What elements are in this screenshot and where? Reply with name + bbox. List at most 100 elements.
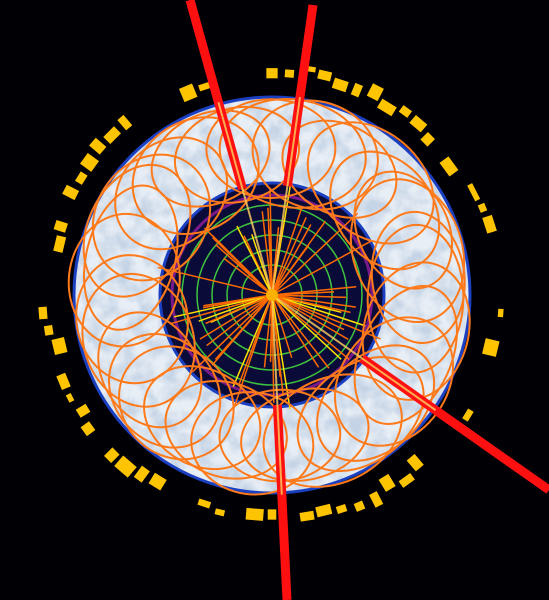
track (271, 294, 351, 314)
track (203, 294, 273, 307)
tracker-layer (226, 249, 318, 341)
track (271, 217, 307, 296)
calo-hit (65, 393, 75, 403)
track (271, 294, 349, 340)
track (271, 294, 330, 369)
loop (370, 210, 466, 344)
jet-core (271, 294, 437, 411)
loop (114, 136, 229, 251)
calo-hit (378, 473, 396, 492)
calo-hit (114, 455, 137, 478)
track (271, 224, 312, 296)
track (174, 294, 273, 318)
calo-hit (79, 152, 100, 172)
track (205, 294, 273, 325)
loop (281, 119, 398, 219)
calorimeter-hits (38, 64, 504, 522)
calo-hit (315, 503, 333, 518)
calo-hit (266, 68, 278, 79)
calo-hit (56, 372, 71, 390)
calo-hit (462, 408, 474, 422)
loop (82, 163, 192, 298)
calo-hit (317, 69, 333, 82)
calo-hit (80, 421, 96, 437)
track (271, 294, 345, 331)
loop (329, 150, 441, 271)
calo-hit (197, 498, 212, 509)
calo-hit (467, 183, 481, 202)
jets (185, 0, 549, 600)
track (223, 257, 273, 296)
loop (353, 170, 454, 290)
calo-hit (51, 337, 68, 355)
jet-core (271, 294, 283, 495)
calo-hit (38, 306, 48, 320)
track (271, 294, 366, 327)
loop (97, 311, 203, 429)
loop (251, 99, 379, 211)
vertex (266, 289, 278, 301)
calo-hit (133, 465, 150, 483)
track (271, 294, 350, 360)
track (269, 188, 273, 296)
jet-core (271, 96, 301, 296)
calo-hit (439, 156, 459, 177)
calo-hit (406, 453, 424, 472)
track (271, 294, 293, 358)
calo-hit (398, 105, 413, 118)
calo-hit (178, 83, 198, 103)
loop (361, 261, 471, 401)
loop (81, 272, 196, 408)
loop (262, 373, 403, 488)
calo-hit (245, 507, 264, 521)
calo-hit (331, 77, 349, 93)
track (263, 294, 273, 368)
loop (107, 333, 222, 449)
track (271, 220, 327, 296)
calo-hit (482, 214, 497, 234)
calo-hit (53, 219, 68, 233)
calo-hit (366, 83, 384, 102)
calo-hit (75, 403, 91, 418)
track (198, 294, 273, 322)
track (271, 294, 320, 368)
calo-hit (369, 491, 384, 508)
jet-core (217, 102, 273, 296)
calo-hit (482, 338, 500, 357)
loop (82, 184, 179, 331)
loop (150, 109, 271, 208)
calo-hit (117, 114, 133, 131)
inner-tracks (157, 184, 381, 410)
calo-hit (75, 171, 88, 185)
calo-hit (103, 126, 122, 145)
calo-hit (335, 503, 348, 515)
calo-hit (267, 509, 277, 520)
calo-hit (353, 500, 366, 512)
track (236, 225, 273, 296)
loop (164, 379, 288, 480)
track (157, 266, 273, 296)
calo-hit (148, 472, 167, 491)
loop (131, 116, 260, 235)
calo-hit (89, 137, 107, 155)
track (206, 294, 273, 347)
track (238, 294, 273, 384)
calo-hit (53, 235, 67, 253)
loop (91, 153, 212, 282)
calo-hit (104, 447, 120, 463)
calo-hit (409, 114, 428, 133)
loop (349, 178, 466, 324)
calo-hit (214, 508, 226, 517)
loop (75, 254, 189, 385)
calo-hit (398, 472, 415, 488)
track (214, 294, 273, 360)
calo-hit (43, 324, 54, 336)
calo-hit (198, 82, 211, 92)
track (271, 294, 347, 299)
track (271, 294, 342, 360)
calo-hit (497, 308, 504, 318)
calo-hit (62, 184, 80, 201)
track (215, 244, 273, 296)
calo-hit (420, 131, 436, 147)
